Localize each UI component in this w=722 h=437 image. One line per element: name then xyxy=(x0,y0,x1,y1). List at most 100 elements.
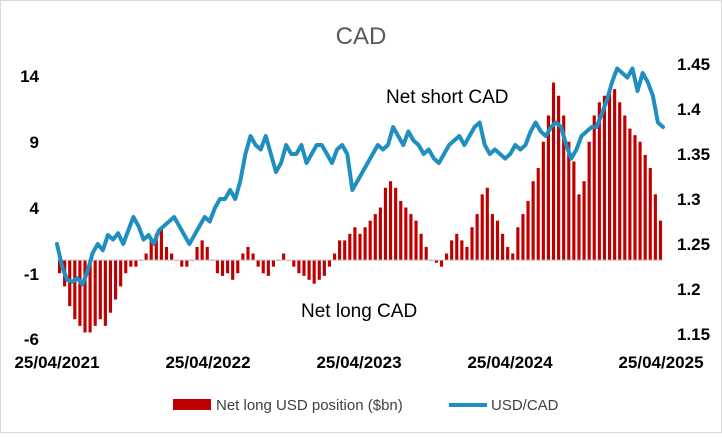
bar xyxy=(215,260,219,274)
bar xyxy=(343,240,347,261)
bar xyxy=(134,260,138,267)
bar xyxy=(444,253,449,261)
bar xyxy=(256,260,260,267)
bar xyxy=(562,115,566,261)
bar xyxy=(220,260,225,276)
bar xyxy=(592,115,596,261)
chart-title: CAD xyxy=(336,23,387,50)
bar xyxy=(159,227,163,261)
bar xyxy=(88,260,92,333)
bar xyxy=(78,260,82,326)
right-tick-label: 1.3 xyxy=(677,190,701,209)
bar xyxy=(653,194,657,261)
bar xyxy=(154,233,158,261)
bar xyxy=(511,253,515,261)
bar xyxy=(144,253,148,261)
bar xyxy=(414,220,418,261)
bar xyxy=(582,181,586,261)
right-tick-label: 1.2 xyxy=(677,280,701,299)
bar xyxy=(307,260,311,280)
bar xyxy=(388,181,393,261)
bar xyxy=(465,246,469,261)
bar xyxy=(226,260,230,274)
bar xyxy=(338,240,342,261)
legend: Net long USD position ($bn) USD/CAD xyxy=(173,397,559,414)
bar xyxy=(282,253,286,261)
bar xyxy=(587,141,591,261)
bar xyxy=(597,102,601,261)
bar xyxy=(394,187,398,261)
bar xyxy=(98,260,102,320)
bar xyxy=(531,181,535,261)
bar-series xyxy=(57,82,663,333)
bar xyxy=(551,82,556,261)
bar xyxy=(205,246,209,261)
bar xyxy=(424,246,428,261)
bar xyxy=(643,154,647,261)
bar xyxy=(475,214,479,261)
annotation-net-long: Net long CAD xyxy=(301,301,417,322)
bar xyxy=(450,240,454,261)
bar xyxy=(455,233,459,261)
bar xyxy=(83,260,87,333)
bar xyxy=(607,89,612,261)
bar xyxy=(368,220,372,261)
bar xyxy=(124,260,128,274)
line-series xyxy=(55,66,665,287)
bar xyxy=(419,233,423,261)
bar xyxy=(434,260,438,263)
bar xyxy=(383,187,388,261)
bar xyxy=(322,260,326,276)
bar xyxy=(439,260,444,267)
bar xyxy=(332,253,337,261)
bar xyxy=(113,260,118,300)
bar xyxy=(271,260,276,267)
annotation-net-short: Net short CAD xyxy=(386,87,508,108)
bar xyxy=(618,102,622,261)
bar xyxy=(378,207,382,261)
bar xyxy=(613,89,617,261)
bar xyxy=(108,260,113,313)
bar xyxy=(404,207,408,261)
bar xyxy=(567,141,571,261)
bar xyxy=(541,141,545,261)
bar xyxy=(129,260,133,267)
right-tick-label: 1.35 xyxy=(677,145,710,164)
bar xyxy=(521,214,525,261)
bar xyxy=(460,240,464,261)
bar xyxy=(236,260,240,274)
bar xyxy=(623,115,627,261)
x-tick-label: 25/04/2021 xyxy=(14,353,99,372)
bar xyxy=(363,227,367,261)
bar xyxy=(409,214,413,261)
left-tick-label: -6 xyxy=(24,330,39,349)
right-tick-label: 1.45 xyxy=(677,55,710,74)
bar xyxy=(633,135,637,261)
x-tick-label: 25/04/2024 xyxy=(467,353,553,372)
bar xyxy=(195,246,199,261)
bar xyxy=(628,128,632,261)
bar xyxy=(490,214,494,261)
bar xyxy=(577,194,581,261)
bar xyxy=(546,115,550,261)
bar xyxy=(251,253,255,261)
usdcad-line xyxy=(55,66,665,287)
bar xyxy=(516,227,520,261)
bar xyxy=(241,253,245,261)
bar xyxy=(317,260,321,280)
bar xyxy=(93,260,97,326)
left-axis-ticks: 14 9 4 -1 -6 xyxy=(20,67,39,349)
left-tick-label: -1 xyxy=(24,265,39,284)
bar xyxy=(501,233,505,261)
bar xyxy=(506,246,510,261)
bar xyxy=(231,260,235,280)
bar xyxy=(536,168,540,261)
bar xyxy=(302,260,306,276)
bar xyxy=(572,161,576,261)
bar xyxy=(312,260,316,284)
bar xyxy=(297,260,301,274)
x-axis-ticks: 25/04/2021 25/04/2022 25/04/2023 25/04/2… xyxy=(14,353,703,372)
bar xyxy=(57,260,62,274)
bar xyxy=(327,260,332,267)
